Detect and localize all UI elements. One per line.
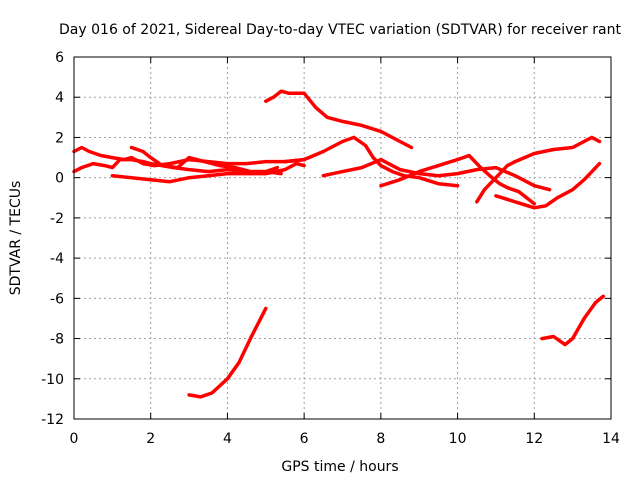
y-tick-label: 4 <box>55 90 64 106</box>
chart-title: Day 016 of 2021, Sidereal Day-to-day VTE… <box>59 22 621 38</box>
x-tick-label: 0 <box>70 431 79 447</box>
x-tick-label: 12 <box>525 431 543 447</box>
x-axis-label: GPS time / hours <box>281 459 398 475</box>
chart-series <box>72 89 606 399</box>
y-tick-label: -8 <box>50 332 64 348</box>
series-track-12 <box>540 294 606 347</box>
series-track-3 <box>110 161 306 184</box>
y-axis-label: SDTVAR / TECUs <box>8 181 24 296</box>
y-tick-label: -12 <box>41 412 64 428</box>
series-track-8 <box>379 153 537 206</box>
x-tick-label: 4 <box>223 431 232 447</box>
y-tick-label: -4 <box>50 251 64 267</box>
x-tick-label: 14 <box>602 431 620 447</box>
y-tick-label: 6 <box>55 50 64 66</box>
x-tick-label: 8 <box>376 431 385 447</box>
y-tick-label: -6 <box>50 291 64 307</box>
series-track-10 <box>494 161 602 210</box>
axis-ticks <box>73 56 612 420</box>
series-track-5 <box>264 89 414 150</box>
x-tick-labels: 0 2 4 6 8 10 12 14 <box>70 431 620 447</box>
y-tick-label: 0 <box>55 171 64 187</box>
series-track-6 <box>283 135 460 188</box>
y-tick-label: -2 <box>50 211 64 227</box>
series-track-9 <box>475 135 602 204</box>
y-tick-label: 2 <box>55 130 64 146</box>
x-tick-label: 2 <box>146 431 155 447</box>
series-track-4 <box>129 145 283 176</box>
series-track-7 <box>321 157 552 192</box>
x-tick-label: 10 <box>449 431 467 447</box>
chart-grid <box>74 57 611 419</box>
y-tick-label: -10 <box>41 372 64 388</box>
y-tick-labels: -12 -10 -8 -6 -4 -2 0 2 4 6 <box>41 50 64 428</box>
x-tick-label: 6 <box>300 431 309 447</box>
series-track-2 <box>72 157 280 174</box>
series-track-11 <box>187 306 268 399</box>
plot-frame <box>73 56 612 420</box>
